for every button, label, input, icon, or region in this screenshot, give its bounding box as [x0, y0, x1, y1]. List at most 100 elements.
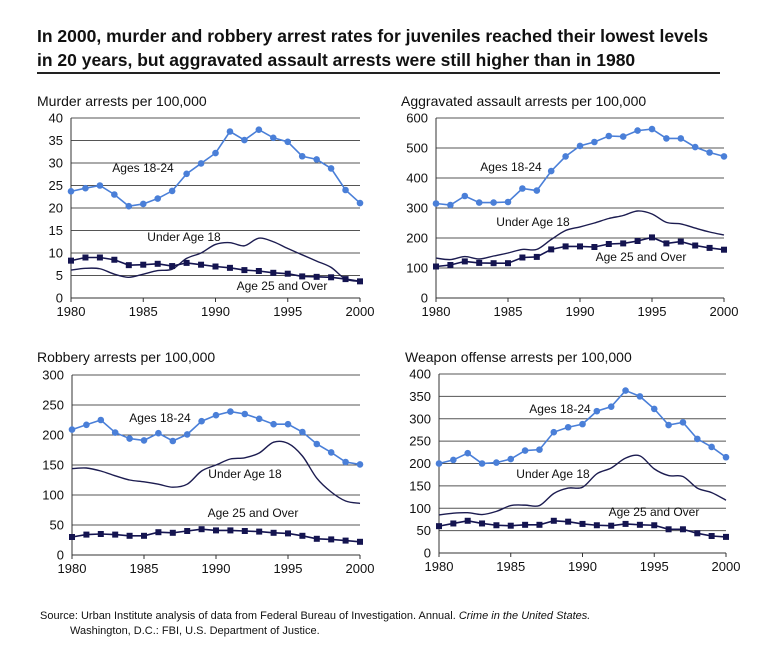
data-point	[519, 185, 526, 192]
series-label-age-25-and-over: Age 25 and Over	[596, 250, 687, 264]
y-tick-label: 100	[406, 261, 428, 276]
data-point	[255, 415, 263, 423]
data-point	[227, 527, 234, 534]
x-tick-label: 1985	[130, 561, 159, 576]
data-point	[313, 156, 320, 163]
data-point	[68, 426, 76, 433]
data-point	[550, 428, 558, 436]
y-tick-label: 40	[49, 111, 63, 126]
data-point	[241, 410, 249, 418]
panel-4: 0 50 100 150 200 250 300 350 400 1980 1985 1990 1995…	[409, 367, 740, 575]
y-tick-label: 300	[42, 368, 64, 383]
series-line-ages-18-24	[71, 410, 361, 466]
data-point	[591, 138, 598, 146]
data-point	[706, 244, 713, 251]
data-point	[622, 520, 629, 527]
x-tick-label: 2000	[712, 559, 741, 574]
data-point	[677, 238, 684, 245]
x-tick-label: 1980	[58, 561, 87, 576]
x-tick-label: 2000	[346, 304, 375, 319]
y-tick-label: 500	[406, 141, 428, 156]
y-tick-label: 400	[409, 367, 431, 382]
data-point	[241, 528, 248, 534]
data-point	[722, 453, 730, 461]
data-point	[357, 278, 363, 285]
series-label-age-25-and-over: Age 25 and Over	[208, 506, 299, 520]
data-point	[342, 276, 349, 283]
series-label-age-25-and-over: Age 25 and Over	[609, 505, 700, 519]
y-tick-label: 15	[49, 223, 63, 238]
series-label-under-age-18: Under Age 18	[208, 467, 282, 481]
data-point	[694, 435, 701, 443]
data-point	[493, 522, 500, 529]
y-tick-label: 30	[49, 156, 63, 171]
data-point	[68, 257, 74, 264]
data-point	[155, 429, 162, 437]
series-label-ages-18-24: Ages 18-24	[112, 161, 174, 175]
data-point	[97, 416, 105, 424]
panel-2: 0 100 200 300 400 500 600 1980 1985 1990 1995 2000 A…	[406, 111, 738, 320]
data-point	[285, 530, 291, 537]
data-point	[564, 423, 572, 431]
data-point	[198, 417, 205, 425]
data-point	[533, 253, 540, 260]
data-point	[536, 521, 543, 528]
y-tick-label: 350	[409, 389, 431, 404]
title-line-1: In 2000, murder and robbery arrest rates…	[37, 26, 709, 46]
y-tick-label: 400	[406, 171, 428, 186]
data-point	[299, 532, 306, 539]
data-point	[507, 455, 515, 463]
series-label-under-age-18: Under Age 18	[516, 467, 590, 481]
data-point	[507, 522, 514, 529]
data-point	[651, 522, 658, 529]
data-point	[665, 421, 672, 429]
y-tick-label: 0	[56, 291, 63, 306]
data-point	[284, 270, 291, 277]
data-point	[212, 263, 219, 270]
data-point	[691, 143, 699, 151]
data-point	[650, 405, 658, 413]
figure-title: In 2000, murder and robbery arrest rates…	[37, 24, 737, 72]
data-point	[619, 133, 627, 140]
data-point	[67, 188, 75, 195]
data-point	[721, 246, 727, 253]
y-tick-label: 35	[49, 133, 63, 148]
series-line-under-age-18	[438, 454, 727, 516]
y-tick-label: 300	[409, 411, 431, 426]
data-point	[327, 449, 335, 456]
y-tick-label: 200	[409, 456, 431, 471]
data-point	[550, 517, 557, 524]
data-point	[479, 520, 486, 527]
y-tick-label: 10	[49, 246, 63, 261]
data-point	[140, 261, 147, 268]
x-tick-label: 1980	[57, 304, 86, 319]
data-point	[522, 521, 529, 528]
data-point	[605, 241, 612, 247]
series-label-age-25-and-over: Age 25 and Over	[237, 279, 328, 293]
series-label-under-age-18: Under Age 18	[496, 215, 570, 229]
data-point	[533, 187, 541, 194]
data-point	[111, 256, 118, 263]
data-point	[83, 421, 90, 429]
data-point	[620, 240, 627, 247]
data-point	[692, 242, 699, 249]
x-tick-label: 1995	[274, 561, 303, 576]
data-point	[342, 458, 349, 466]
data-point	[665, 526, 672, 533]
data-point	[450, 456, 457, 464]
y-tick-label: 200	[406, 231, 428, 246]
data-point	[270, 134, 277, 142]
data-point	[198, 261, 205, 268]
data-point	[212, 411, 220, 419]
data-point	[126, 435, 133, 442]
data-point	[648, 125, 656, 133]
data-point	[464, 449, 472, 457]
y-tick-label: 300	[406, 201, 428, 216]
data-point	[694, 530, 701, 537]
x-tick-label: 1995	[273, 304, 302, 319]
y-tick-label: 25	[49, 178, 63, 193]
data-point	[493, 459, 500, 466]
data-point	[126, 532, 133, 539]
x-tick-label: 1990	[201, 304, 230, 319]
data-point	[663, 240, 670, 247]
